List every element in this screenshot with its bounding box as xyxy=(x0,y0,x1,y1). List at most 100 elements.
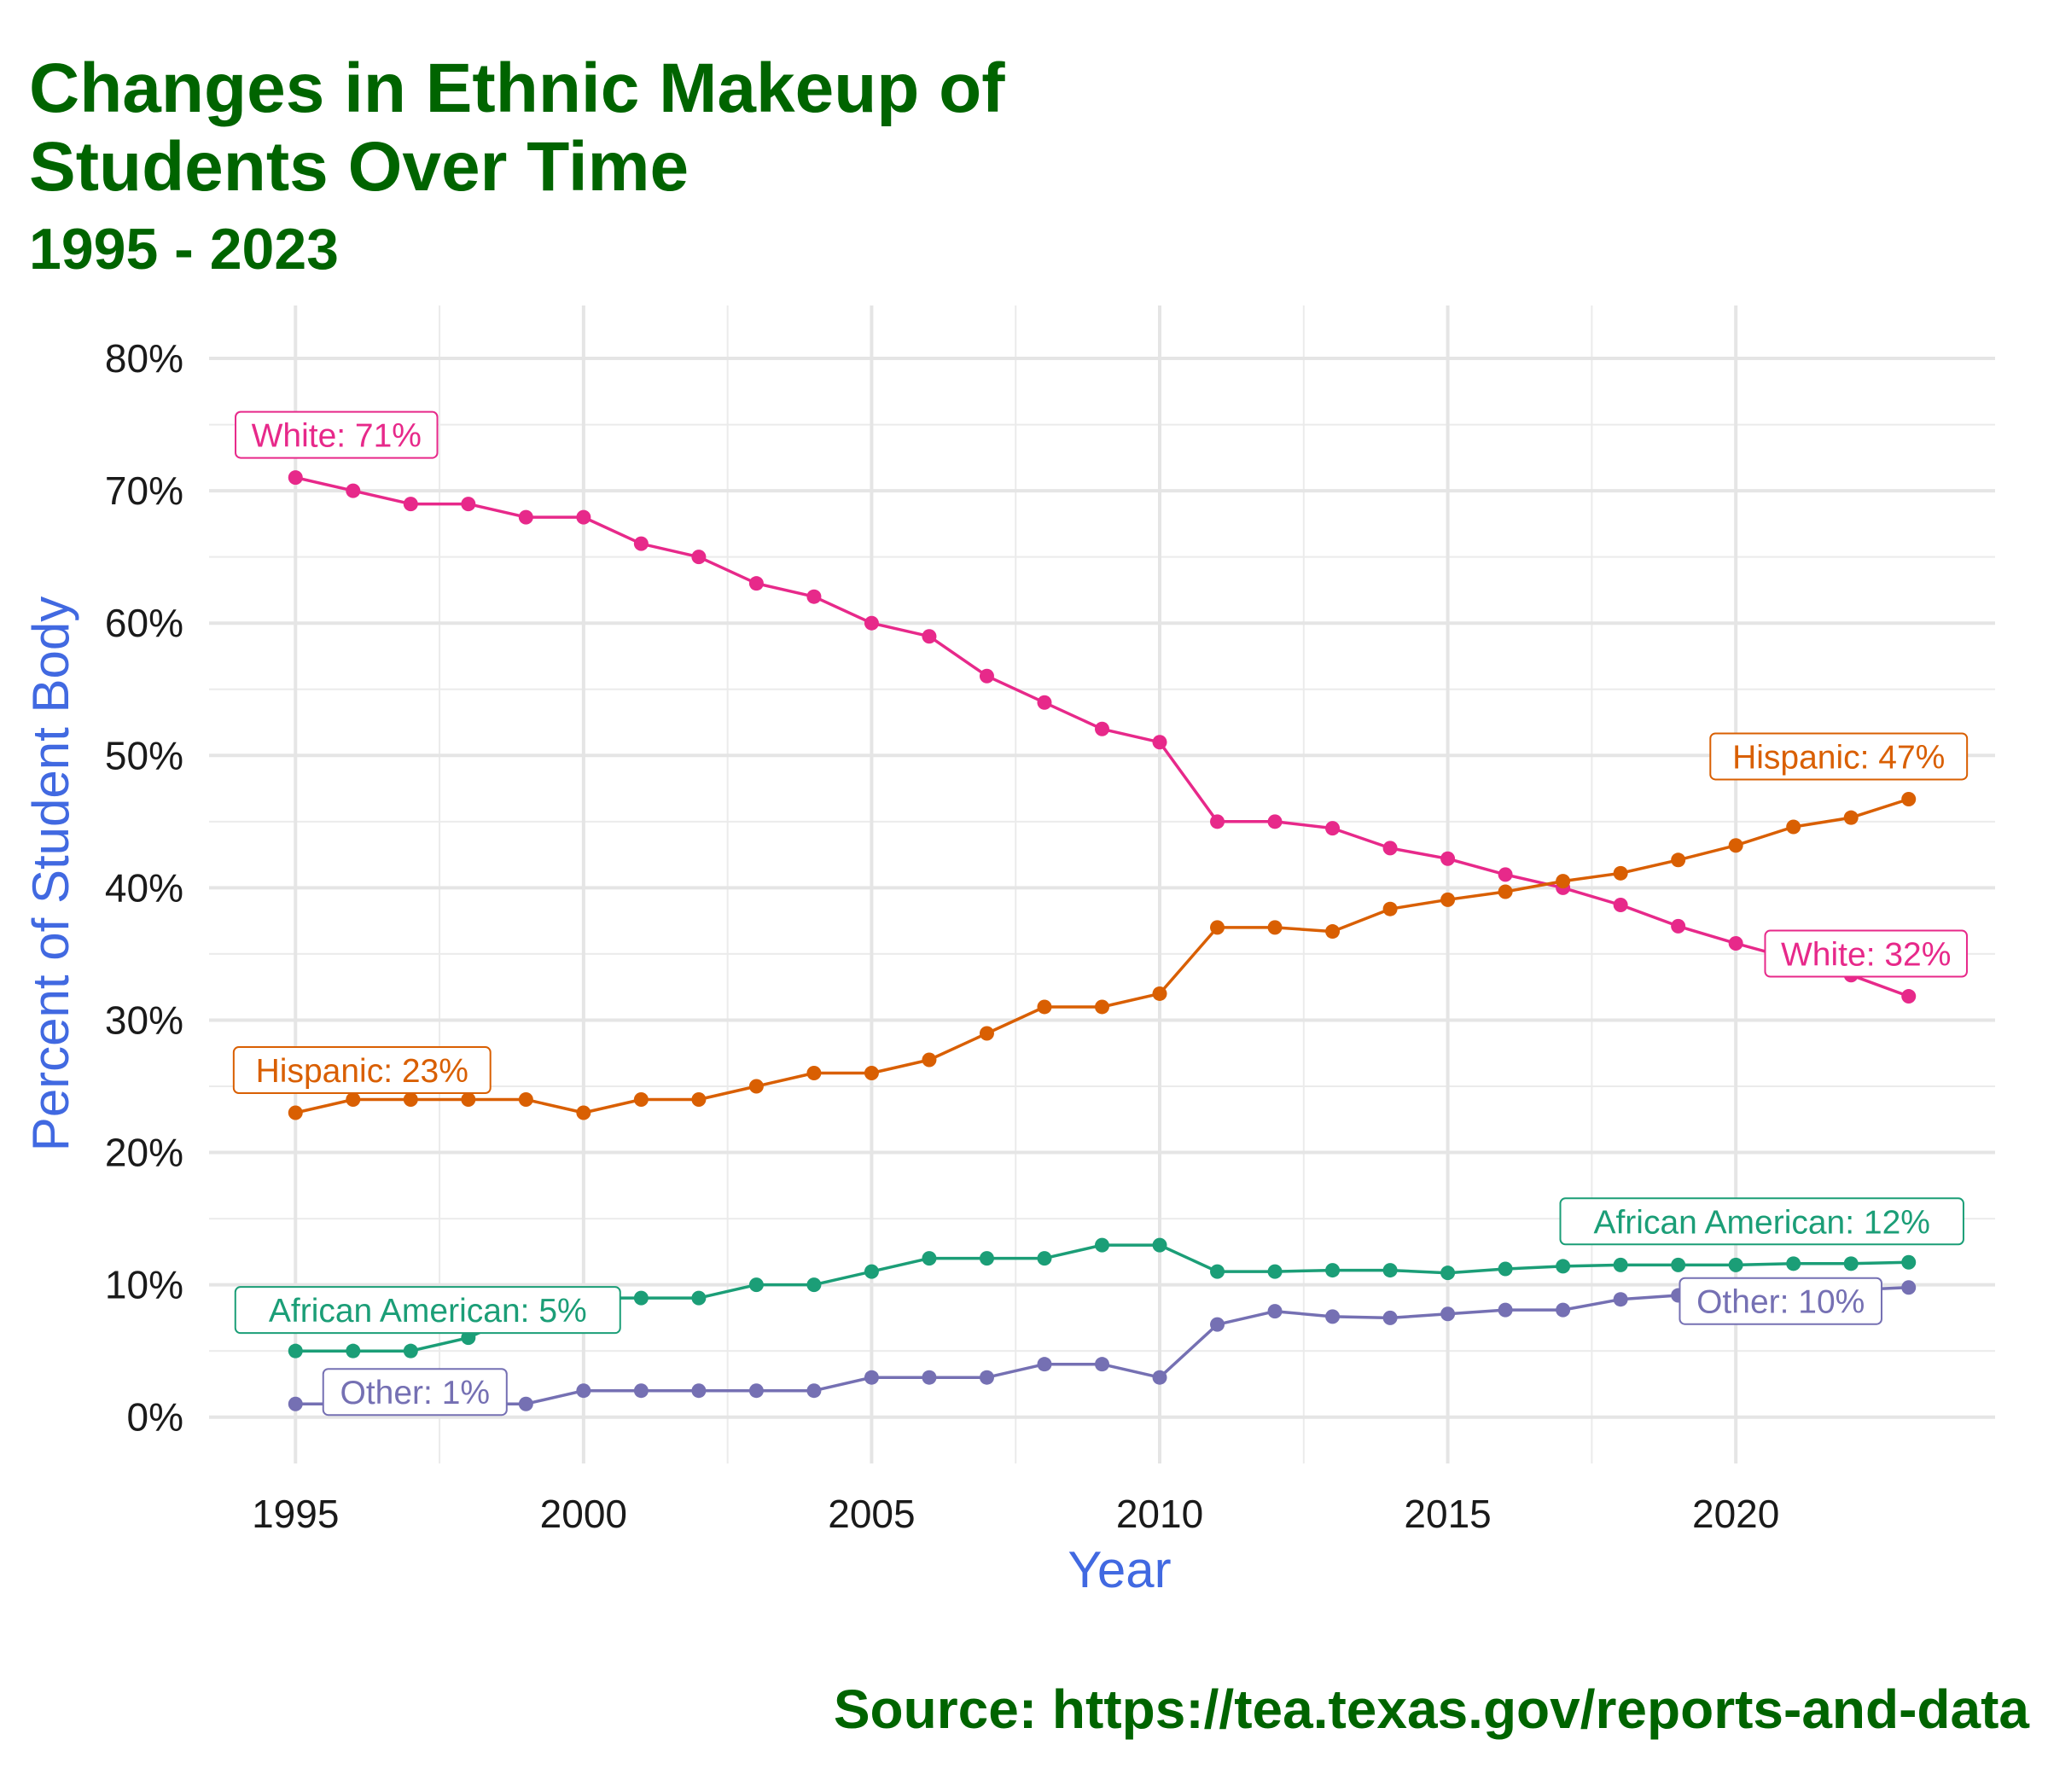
data-point-hispanic xyxy=(1498,884,1513,899)
data-point-other xyxy=(1152,1370,1167,1385)
y-tick-label: 30% xyxy=(105,998,183,1042)
data-point-african-american xyxy=(1037,1251,1052,1266)
data-point-other xyxy=(518,1396,533,1411)
data-point-hispanic xyxy=(518,1092,533,1108)
data-point-white xyxy=(1325,821,1341,836)
chart-subtitle: 1995 - 2023 xyxy=(29,217,339,282)
data-point-hispanic xyxy=(1382,901,1398,916)
data-point-african-american xyxy=(922,1251,937,1266)
data-point-african-american xyxy=(1556,1259,1571,1274)
data-point-hispanic xyxy=(1325,924,1341,940)
data-point-white xyxy=(346,483,361,498)
y-tick-label: 50% xyxy=(105,733,183,777)
data-point-african-american xyxy=(748,1277,764,1293)
data-point-white xyxy=(1210,814,1225,829)
series-line-white xyxy=(294,475,1910,998)
x-axis-ticks: 1995 2000 2005 2010 2015 2020 xyxy=(252,1492,1779,1536)
chart-title-line2: Students Over Time xyxy=(29,128,689,206)
data-point-white xyxy=(288,470,303,486)
data-point-african-american xyxy=(806,1277,822,1293)
data-point-other xyxy=(288,1396,303,1411)
data-point-other xyxy=(806,1383,822,1399)
data-point-white xyxy=(1613,898,1628,913)
data-point-hispanic xyxy=(1152,986,1167,1001)
data-point-hispanic xyxy=(1556,874,1571,889)
y-tick-label: 80% xyxy=(105,336,183,381)
y-axis-ticks: 0% 10% 20% 30% 40% 50% 60% 70% 80% xyxy=(105,336,183,1440)
x-tick-label: 2005 xyxy=(828,1492,915,1536)
data-point-white xyxy=(1728,936,1743,951)
y-tick-label: 40% xyxy=(105,865,183,910)
data-point-white xyxy=(1095,721,1109,736)
x-axis-title: Year xyxy=(1068,1541,1171,1598)
data-point-hispanic xyxy=(576,1105,591,1120)
data-point-african-american xyxy=(1613,1257,1628,1272)
data-point-african-american xyxy=(1498,1261,1513,1277)
series-line-hispanic xyxy=(294,797,1910,1114)
y-tick-label: 20% xyxy=(105,1131,183,1175)
y-axis-title: Percent of Student Body xyxy=(22,596,79,1151)
chart-title-line1: Changes in Ethnic Makeup of xyxy=(29,49,1005,127)
data-point-hispanic xyxy=(1786,819,1801,835)
data-point-african-american xyxy=(1325,1263,1341,1278)
data-point-other xyxy=(1267,1304,1283,1319)
data-point-african-american xyxy=(1267,1264,1283,1279)
data-point-african-american xyxy=(979,1251,994,1266)
data-point-white xyxy=(1152,735,1167,750)
start-label-white: White: 71% xyxy=(252,418,422,455)
x-tick-label: 2010 xyxy=(1116,1492,1203,1536)
end-label-african-american-box xyxy=(1559,1197,1964,1246)
start-label-african-american-box xyxy=(234,1286,621,1335)
data-point-other xyxy=(633,1383,649,1399)
data-point-african-american xyxy=(1901,1254,1917,1270)
data-point-other xyxy=(576,1383,591,1399)
data-point-other xyxy=(1440,1306,1456,1322)
data-point-african-american xyxy=(1210,1264,1225,1279)
data-point-hispanic xyxy=(1671,852,1686,868)
data-point-hispanic xyxy=(691,1092,707,1108)
y-tick-label: 0% xyxy=(127,1395,183,1440)
data-point-white xyxy=(1037,695,1052,710)
data-point-white xyxy=(806,589,822,604)
data-point-hispanic xyxy=(1613,865,1628,881)
data-point-african-american xyxy=(864,1264,879,1279)
data-point-african-american xyxy=(633,1290,649,1306)
data-point-hispanic xyxy=(1210,920,1225,935)
data-point-other xyxy=(922,1370,937,1385)
data-point-african-american xyxy=(346,1343,361,1359)
data-point-other xyxy=(1901,1280,1917,1295)
data-point-hispanic xyxy=(1440,892,1456,907)
source-note: Source: https://tea.texas.gov/reports-an… xyxy=(833,1679,2029,1740)
start-label-african-american: African American: 5% xyxy=(269,1293,587,1329)
data-point-hispanic xyxy=(806,1065,822,1080)
data-point-hispanic xyxy=(922,1052,937,1068)
end-label-hispanic-box xyxy=(1709,732,1969,781)
end-label-other: Other: 10% xyxy=(1696,1284,1865,1321)
end-label-hispanic: Hispanic: 47% xyxy=(1732,739,1945,776)
grid-lines xyxy=(209,305,1995,1463)
start-label-other: Other: 1% xyxy=(340,1375,490,1411)
data-point-other xyxy=(1556,1302,1571,1318)
data-point-white xyxy=(1498,867,1513,882)
start-label-hispanic-box xyxy=(232,1046,492,1095)
data-point-african-american xyxy=(1440,1265,1456,1281)
data-point-white xyxy=(748,576,764,591)
data-point-other xyxy=(1498,1302,1513,1318)
data-point-other xyxy=(1325,1309,1341,1324)
data-point-white xyxy=(461,497,476,512)
data-point-white xyxy=(1382,841,1398,856)
data-point-white xyxy=(403,497,418,512)
data-point-african-american xyxy=(1728,1257,1743,1272)
data-point-hispanic xyxy=(461,1092,476,1108)
data-point-white xyxy=(633,536,649,551)
data-point-hispanic xyxy=(346,1092,361,1108)
data-point-african-american xyxy=(1095,1237,1109,1253)
x-tick-label: 1995 xyxy=(252,1492,339,1536)
end-label-other-box xyxy=(1679,1277,1882,1325)
data-point-white xyxy=(691,550,707,565)
data-point-white xyxy=(979,668,994,684)
data-point-other xyxy=(1095,1357,1109,1372)
data-point-hispanic xyxy=(1267,920,1283,935)
data-point-other xyxy=(1382,1310,1398,1325)
